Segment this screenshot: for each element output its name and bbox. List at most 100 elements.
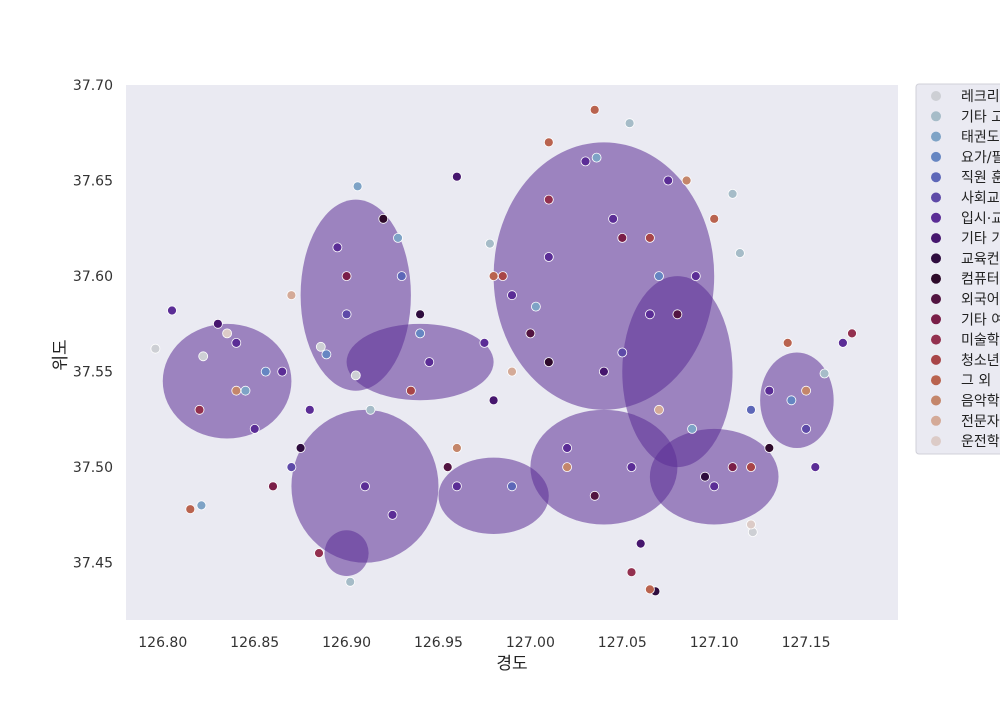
legend-marker bbox=[931, 395, 941, 406]
data-point bbox=[497, 271, 508, 282]
data-point bbox=[442, 462, 453, 473]
x-tick-label: 127.00 bbox=[506, 635, 555, 651]
legend-marker bbox=[931, 131, 941, 142]
legend-item: 컴퓨터 bbox=[931, 272, 1000, 288]
x-axis-title: 경도 bbox=[496, 654, 527, 674]
y-tick-label: 37.50 bbox=[73, 460, 113, 476]
data-point bbox=[341, 309, 352, 320]
y-tick-label: 37.55 bbox=[73, 365, 113, 381]
legend-marker bbox=[931, 151, 941, 162]
data-point bbox=[782, 337, 793, 348]
density-region bbox=[438, 457, 549, 535]
data-point bbox=[801, 423, 811, 434]
data-point bbox=[451, 481, 462, 492]
data-point bbox=[543, 194, 554, 205]
data-point bbox=[543, 252, 554, 262]
x-tick-label: 127.05 bbox=[598, 635, 647, 651]
legend-label: 컴퓨터 bbox=[961, 272, 1000, 288]
data-point bbox=[810, 462, 821, 473]
data-point bbox=[626, 462, 637, 473]
legend-item: 청소년 bbox=[931, 353, 1000, 369]
legend-label: 전문자 bbox=[961, 414, 1000, 430]
data-point bbox=[746, 462, 756, 473]
data-point bbox=[415, 328, 426, 339]
data-point bbox=[488, 395, 499, 406]
legend-marker bbox=[931, 436, 941, 447]
legend-label: 운전학 bbox=[961, 434, 1000, 450]
legend-marker bbox=[931, 91, 941, 101]
legend-item: 음악학 bbox=[931, 394, 1000, 410]
x-tick-label: 126.85 bbox=[230, 635, 279, 651]
legend-item: 요가/필 bbox=[931, 150, 1000, 166]
data-point bbox=[727, 462, 738, 473]
data-point bbox=[393, 232, 403, 243]
legend-marker bbox=[931, 334, 941, 345]
data-point bbox=[672, 309, 683, 320]
density-region bbox=[760, 352, 834, 449]
data-point bbox=[589, 104, 600, 115]
data-point bbox=[415, 309, 426, 320]
data-point bbox=[231, 337, 242, 348]
legend-item: 교육컨 bbox=[931, 251, 1000, 267]
data-point bbox=[277, 366, 288, 377]
data-point bbox=[709, 481, 720, 492]
data-point bbox=[332, 242, 343, 253]
legend-item: 미술학 bbox=[931, 333, 1000, 349]
data-point bbox=[617, 232, 628, 243]
data-point bbox=[687, 423, 697, 434]
data-point bbox=[599, 366, 609, 377]
legend-item: 직원 훈 bbox=[931, 170, 1000, 186]
data-point bbox=[484, 238, 495, 249]
data-point bbox=[507, 290, 517, 301]
data-point bbox=[562, 443, 572, 453]
data-point bbox=[451, 443, 462, 453]
data-point bbox=[405, 385, 416, 396]
data-point bbox=[801, 385, 811, 396]
legend-label: 태권도 bbox=[961, 130, 1000, 146]
data-point bbox=[507, 366, 517, 377]
data-point bbox=[635, 538, 646, 549]
legend-item: 기타 고 bbox=[931, 109, 1000, 125]
data-point bbox=[150, 343, 161, 354]
data-point bbox=[378, 213, 389, 224]
data-point bbox=[314, 548, 324, 558]
data-point bbox=[451, 171, 462, 182]
data-point bbox=[488, 271, 499, 282]
legend-label: 사회교 bbox=[961, 191, 1000, 207]
data-point bbox=[626, 567, 637, 578]
data-point bbox=[424, 357, 435, 368]
data-point bbox=[624, 118, 635, 129]
data-point bbox=[350, 370, 361, 381]
x-tick-label: 126.95 bbox=[414, 635, 463, 651]
legend-item: 기타 기 bbox=[931, 231, 1000, 247]
legend-marker bbox=[931, 354, 941, 365]
legend-label: 레크리 bbox=[961, 89, 1000, 105]
data-point bbox=[690, 271, 701, 282]
legend-marker bbox=[931, 111, 941, 122]
legend-item: 태권도 bbox=[931, 130, 1000, 146]
data-point bbox=[249, 423, 260, 434]
legend-label: 미술학 bbox=[961, 333, 1000, 349]
legend-marker bbox=[931, 253, 941, 264]
data-point bbox=[838, 337, 848, 348]
data-point bbox=[222, 328, 233, 339]
data-point bbox=[580, 156, 591, 167]
density-region bbox=[622, 276, 733, 468]
data-point bbox=[212, 318, 223, 329]
data-point bbox=[198, 351, 209, 362]
x-axis-ticks: 126.80 126.85 126.90 126.95 127.00 127.05 127.… bbox=[138, 635, 830, 651]
legend-item: 레크리 bbox=[931, 89, 1000, 105]
data-point bbox=[645, 309, 655, 320]
legend-item: 외국어 bbox=[931, 292, 1000, 308]
data-point bbox=[240, 385, 251, 396]
y-axis-ticks: 37.45 37.50 37.55 37.60 37.65 37.70 bbox=[73, 78, 113, 572]
data-point bbox=[352, 181, 363, 192]
data-point bbox=[608, 213, 618, 224]
x-tick-label: 126.90 bbox=[322, 635, 371, 651]
data-point bbox=[543, 357, 554, 368]
data-point bbox=[591, 152, 602, 163]
legend-label: 기타 기 bbox=[961, 231, 1000, 247]
legend-label: 기타 여 bbox=[961, 312, 1000, 328]
data-point bbox=[735, 248, 745, 259]
